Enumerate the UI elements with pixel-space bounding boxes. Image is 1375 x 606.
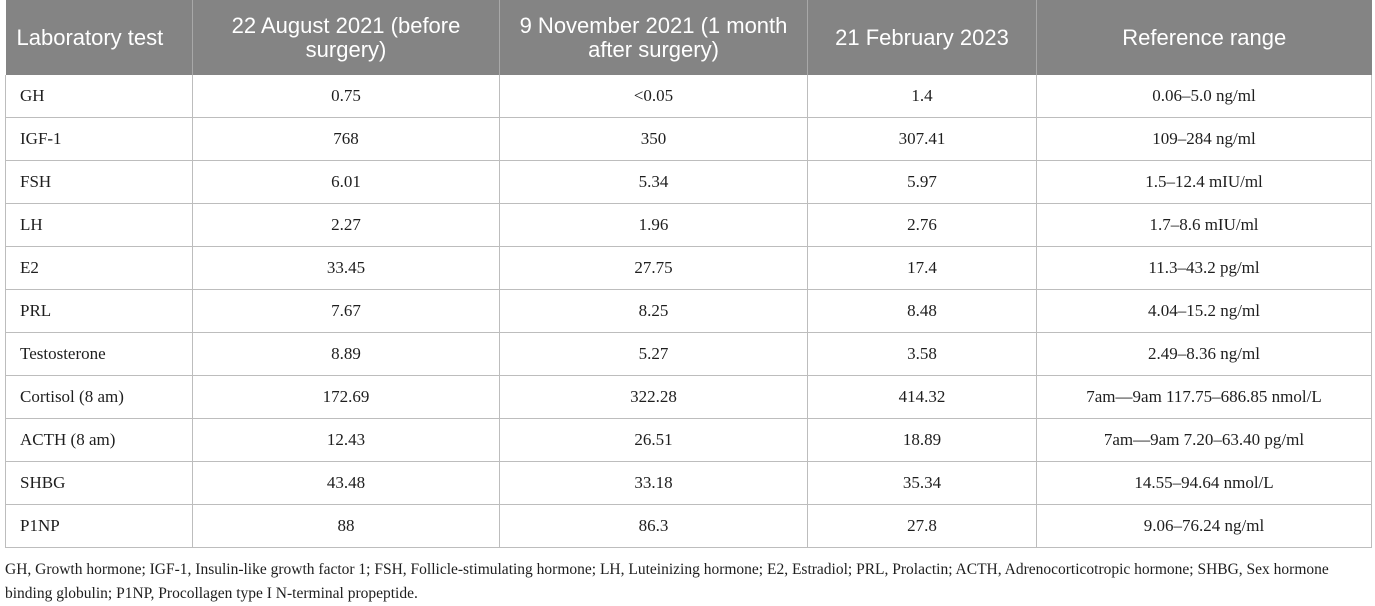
cell-value: 26.51 — [499, 418, 808, 462]
table-row: FSH 6.01 5.34 5.97 1.5–12.4 mIU/ml — [5, 160, 1372, 204]
cell-value: 8.25 — [499, 289, 808, 333]
table-row: E2 33.45 27.75 17.4 11.3–43.2 pg/ml — [5, 246, 1372, 290]
cell-value: 1.4 — [807, 75, 1037, 118]
cell-value: 768 — [192, 117, 500, 161]
cell-value: 350 — [499, 117, 808, 161]
cell-reference: 109–284 ng/ml — [1036, 117, 1372, 161]
cell-value: 86.3 — [499, 504, 808, 548]
cell-value: 27.75 — [499, 246, 808, 290]
cell-value: 88 — [192, 504, 500, 548]
cell-value: 1.96 — [499, 203, 808, 247]
cell-value: 18.89 — [807, 418, 1037, 462]
table-row: IGF-1 768 350 307.41 109–284 ng/ml — [5, 117, 1372, 161]
cell-reference: 9.06–76.24 ng/ml — [1036, 504, 1372, 548]
cell-value: 33.45 — [192, 246, 500, 290]
cell-value: 307.41 — [807, 117, 1037, 161]
cell-value: 0.75 — [192, 75, 500, 118]
cell-value: 33.18 — [499, 461, 808, 505]
cell-reference: 11.3–43.2 pg/ml — [1036, 246, 1372, 290]
table-row: LH 2.27 1.96 2.76 1.7–8.6 mIU/ml — [5, 203, 1372, 247]
cell-test: SHBG — [5, 461, 193, 505]
cell-value: 5.97 — [807, 160, 1037, 204]
cell-reference: 14.55–94.64 nmol/L — [1036, 461, 1372, 505]
cell-value: <0.05 — [499, 75, 808, 118]
cell-value: 172.69 — [192, 375, 500, 419]
table-row: PRL 7.67 8.25 8.48 4.04–15.2 ng/ml — [5, 289, 1372, 333]
cell-value: 35.34 — [807, 461, 1037, 505]
cell-reference: 7am—9am 7.20–63.40 pg/ml — [1036, 418, 1372, 462]
cell-test: IGF-1 — [5, 117, 193, 161]
table-row: ACTH (8 am) 12.43 26.51 18.89 7am—9am 7.… — [5, 418, 1372, 462]
cell-reference: 1.7–8.6 mIU/ml — [1036, 203, 1372, 247]
cell-value: 8.48 — [807, 289, 1037, 333]
cell-reference: 4.04–15.2 ng/ml — [1036, 289, 1372, 333]
cell-test: P1NP — [5, 504, 193, 548]
cell-value: 5.27 — [499, 332, 808, 376]
cell-value: 6.01 — [192, 160, 500, 204]
col-header-feb-2023: 21 February 2023 — [807, 0, 1037, 75]
col-header-reference-range: Reference range — [1036, 0, 1372, 75]
table-row: P1NP 88 86.3 27.8 9.06–76.24 ng/ml — [5, 504, 1372, 548]
cell-test: LH — [5, 203, 193, 247]
col-header-test: Laboratory test — [5, 0, 193, 75]
cell-test: Cortisol (8 am) — [5, 375, 193, 419]
table-header-row: Laboratory test 22 August 2021 (before s… — [5, 0, 1372, 75]
cell-value: 3.58 — [807, 332, 1037, 376]
cell-value: 2.27 — [192, 203, 500, 247]
cell-value: 322.28 — [499, 375, 808, 419]
cell-reference: 1.5–12.4 mIU/ml — [1036, 160, 1372, 204]
cell-value: 414.32 — [807, 375, 1037, 419]
cell-test: Testosterone — [5, 332, 193, 376]
table-figure: Laboratory test 22 August 2021 (before s… — [5, 0, 1372, 606]
cell-value: 7.67 — [192, 289, 500, 333]
cell-test: E2 — [5, 246, 193, 290]
cell-test: GH — [5, 75, 193, 118]
cell-value: 12.43 — [192, 418, 500, 462]
cell-value: 27.8 — [807, 504, 1037, 548]
cell-reference: 7am—9am 117.75–686.85 nmol/L — [1036, 375, 1372, 419]
lab-results-table: Laboratory test 22 August 2021 (before s… — [5, 0, 1372, 548]
cell-value: 8.89 — [192, 332, 500, 376]
col-header-after-surgery: 9 November 2021 (1 month after surgery) — [499, 0, 808, 75]
table-row: SHBG 43.48 33.18 35.34 14.55–94.64 nmol/… — [5, 461, 1372, 505]
table-footnote: GH, Growth hormone; IGF-1, Insulin-like … — [5, 561, 1329, 602]
cell-reference: 2.49–8.36 ng/ml — [1036, 332, 1372, 376]
cell-value: 17.4 — [807, 246, 1037, 290]
table-row: Testosterone 8.89 5.27 3.58 2.49–8.36 ng… — [5, 332, 1372, 376]
cell-test: ACTH (8 am) — [5, 418, 193, 462]
cell-reference: 0.06–5.0 ng/ml — [1036, 75, 1372, 118]
cell-value: 2.76 — [807, 203, 1037, 247]
table-row: Cortisol (8 am) 172.69 322.28 414.32 7am… — [5, 375, 1372, 419]
cell-test: FSH — [5, 160, 193, 204]
col-header-before-surgery: 22 August 2021 (before surgery) — [192, 0, 500, 75]
cell-value: 43.48 — [192, 461, 500, 505]
cell-test: PRL — [5, 289, 193, 333]
table-row: GH 0.75 <0.05 1.4 0.06–5.0 ng/ml — [5, 75, 1372, 118]
cell-value: 5.34 — [499, 160, 808, 204]
